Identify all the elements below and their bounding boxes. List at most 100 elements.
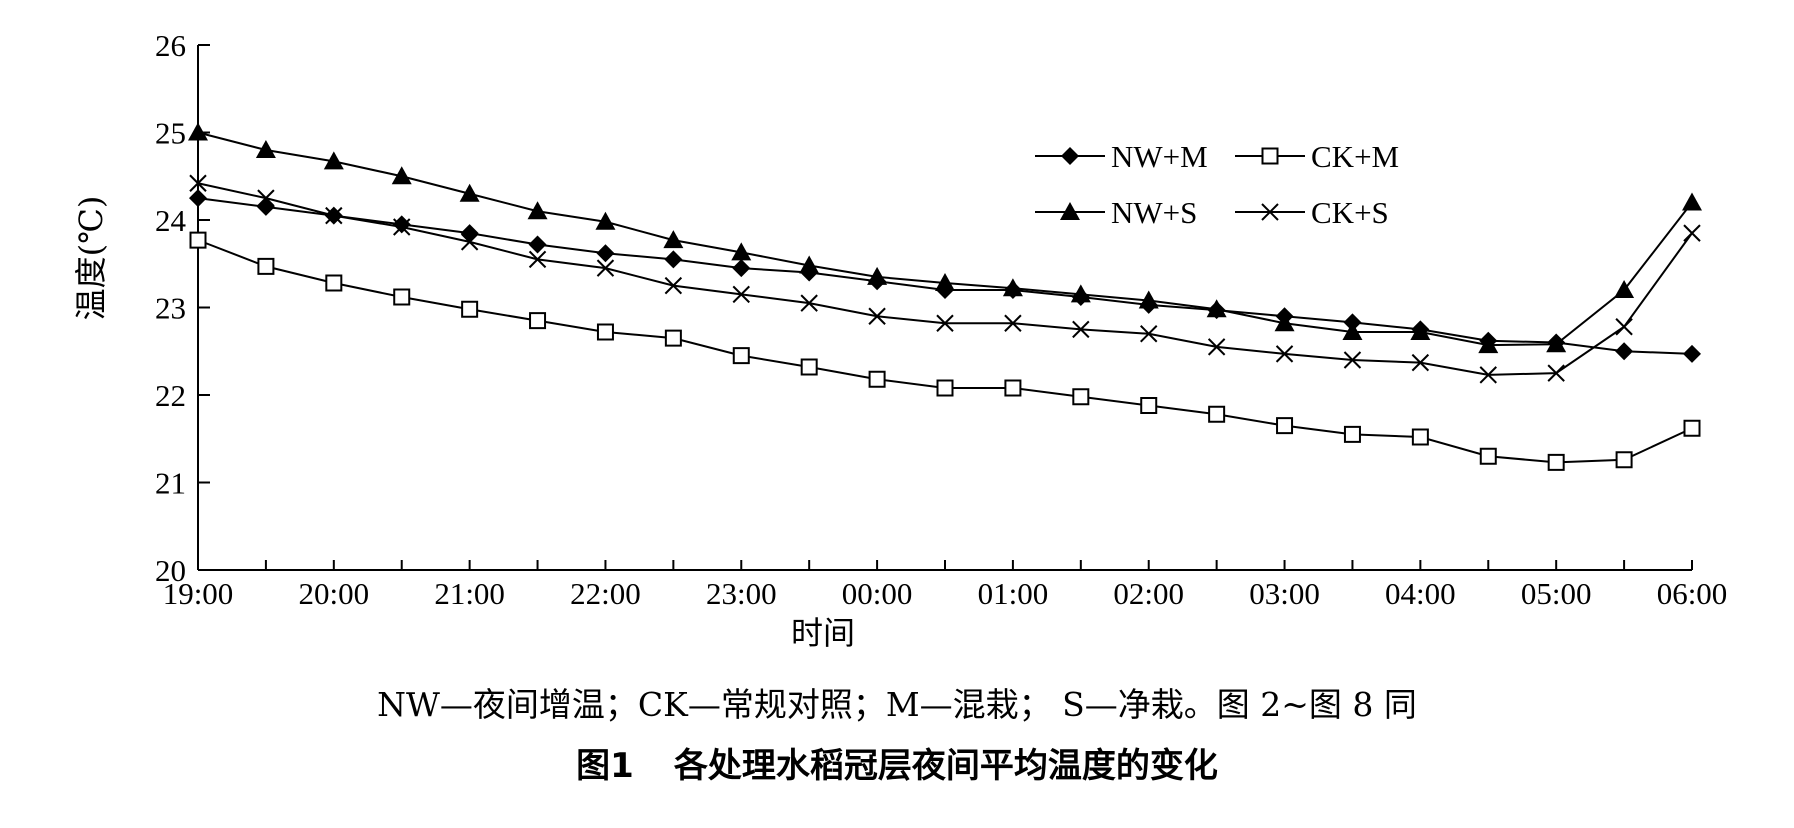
x-axis-label: 时间 xyxy=(791,614,855,652)
x-marker-stroke xyxy=(1275,345,1294,363)
data-point-ck-m xyxy=(189,231,207,249)
data-point-nw-s xyxy=(1206,299,1227,318)
y-tick-label: 20 xyxy=(155,553,186,588)
x-marker-stroke xyxy=(1343,351,1362,369)
legend-marker-ck-s xyxy=(1261,203,1279,221)
data-point-ck-s xyxy=(1615,318,1633,336)
x-tick-label: 19:00 xyxy=(163,576,234,611)
data-point-ck-s xyxy=(596,259,615,277)
data-point-ck-s xyxy=(1140,325,1158,343)
x-tick-label: 21:00 xyxy=(434,576,505,611)
data-point-ck-m xyxy=(1547,453,1565,471)
x-marker-stroke xyxy=(1261,203,1279,221)
chart-legend: NW+M CK+M NW+S CK+S xyxy=(1035,139,1399,230)
data-point-nw-s xyxy=(459,183,480,202)
x-marker-stroke xyxy=(596,259,615,277)
x-tick-label: 05:00 xyxy=(1521,576,1592,611)
legend-label: CK+S xyxy=(1311,195,1389,230)
data-point-ck-s xyxy=(393,218,411,236)
x-marker-stroke xyxy=(664,276,683,295)
data-point-nw-s xyxy=(391,166,412,185)
data-point-nw-m xyxy=(596,244,615,263)
x-tick-label: 23:00 xyxy=(706,576,777,611)
data-point-nw-s xyxy=(1342,322,1363,340)
data-point-nw-m xyxy=(392,215,411,234)
figure-note: NW—夜间增温；CK—常规对照；M—混栽； S—净栽。图 2~图 8 同 xyxy=(377,685,1417,724)
x-marker-stroke xyxy=(936,314,954,332)
x-marker-stroke xyxy=(1411,353,1430,372)
data-point-ck-m xyxy=(664,329,682,347)
data-point-ck-m xyxy=(325,274,343,292)
y-tick-label: 26 xyxy=(155,28,186,63)
data-point-ck-m xyxy=(936,379,954,397)
legend-marker-nw-s xyxy=(1060,202,1080,220)
legend-marker-ck-m xyxy=(1261,147,1279,165)
data-point-nw-s xyxy=(1410,322,1431,340)
figure-caption: 图1 各处理水稻冠层夜间平均温度的变化 xyxy=(0,738,1794,787)
y-tick-label: 22 xyxy=(155,378,186,413)
x-marker-stroke xyxy=(189,174,207,192)
data-point-ck-m xyxy=(1276,417,1294,435)
data-point-nw-s xyxy=(1070,284,1091,303)
x-marker-stroke xyxy=(1207,338,1226,356)
data-point-ck-m xyxy=(1004,379,1022,397)
data-point-nw-s xyxy=(935,273,955,291)
data-point-nw-s xyxy=(595,211,616,230)
x-marker-stroke xyxy=(1615,318,1633,336)
chart-series xyxy=(188,122,1702,471)
chart-axes: 20 21 22 23 24 25 26 19:00 20:00 21:00 22:00 23:00 0… xyxy=(155,28,1727,611)
x-marker-stroke xyxy=(1683,224,1701,242)
series-nw-s xyxy=(188,122,1702,354)
x-marker-stroke xyxy=(1140,325,1158,343)
data-point-ck-m xyxy=(868,370,886,388)
data-point-ck-s xyxy=(257,189,275,207)
data-point-ck-m xyxy=(461,300,479,318)
data-point-ck-m xyxy=(257,257,275,275)
x-marker-stroke xyxy=(393,218,411,236)
data-point-ck-m xyxy=(596,323,614,341)
data-point-ck-m xyxy=(1615,451,1633,469)
x-tick-label: 22:00 xyxy=(570,576,641,611)
data-point-nw-m xyxy=(460,224,479,243)
data-point-nw-s xyxy=(527,201,548,220)
data-point-nw-s xyxy=(1002,278,1023,297)
data-point-ck-s xyxy=(460,233,479,251)
x-tick-label: 02:00 xyxy=(1113,576,1184,611)
data-point-ck-m xyxy=(800,358,818,376)
legend-label: NW+M xyxy=(1111,139,1208,174)
data-point-nw-s xyxy=(1546,334,1567,353)
legend-item-ck-m: CK+M xyxy=(1235,139,1399,174)
x-marker-stroke xyxy=(1479,366,1497,384)
data-point-nw-s xyxy=(1614,280,1635,298)
legend-item-nw-m: NW+M xyxy=(1035,139,1208,174)
data-point-ck-m xyxy=(732,347,750,365)
data-point-nw-m xyxy=(664,250,683,269)
data-point-ck-s xyxy=(664,276,683,295)
data-point-nw-m xyxy=(528,235,547,254)
data-point-ck-s xyxy=(325,206,343,225)
data-point-nw-s xyxy=(867,266,888,285)
data-point-ck-m xyxy=(1683,419,1701,437)
data-point-nw-s xyxy=(1274,313,1295,332)
x-tick-label: 04:00 xyxy=(1385,576,1456,611)
x-marker-stroke xyxy=(257,189,275,207)
figure-title: 各处理水稻冠层夜间平均温度的变化 xyxy=(673,746,1218,786)
data-point-ck-s xyxy=(1207,338,1226,356)
y-tick-label: 21 xyxy=(155,466,186,501)
data-point-nw-m xyxy=(732,259,751,278)
x-marker-stroke xyxy=(528,250,547,269)
data-point-ck-s xyxy=(1547,364,1565,382)
data-point-ck-s xyxy=(528,250,547,269)
x-tick-label: 01:00 xyxy=(978,576,1049,611)
data-point-nw-m xyxy=(1615,342,1634,361)
data-point-nw-m xyxy=(1683,344,1701,363)
data-point-ck-s xyxy=(189,174,207,192)
x-marker-stroke xyxy=(1547,364,1565,382)
x-marker-stroke xyxy=(868,307,886,325)
data-point-ck-m xyxy=(1343,425,1361,443)
x-marker-stroke xyxy=(1004,314,1022,332)
x-tick-label: 20:00 xyxy=(299,576,370,611)
data-point-ck-s xyxy=(936,314,954,332)
series-ck-s xyxy=(189,174,1701,384)
